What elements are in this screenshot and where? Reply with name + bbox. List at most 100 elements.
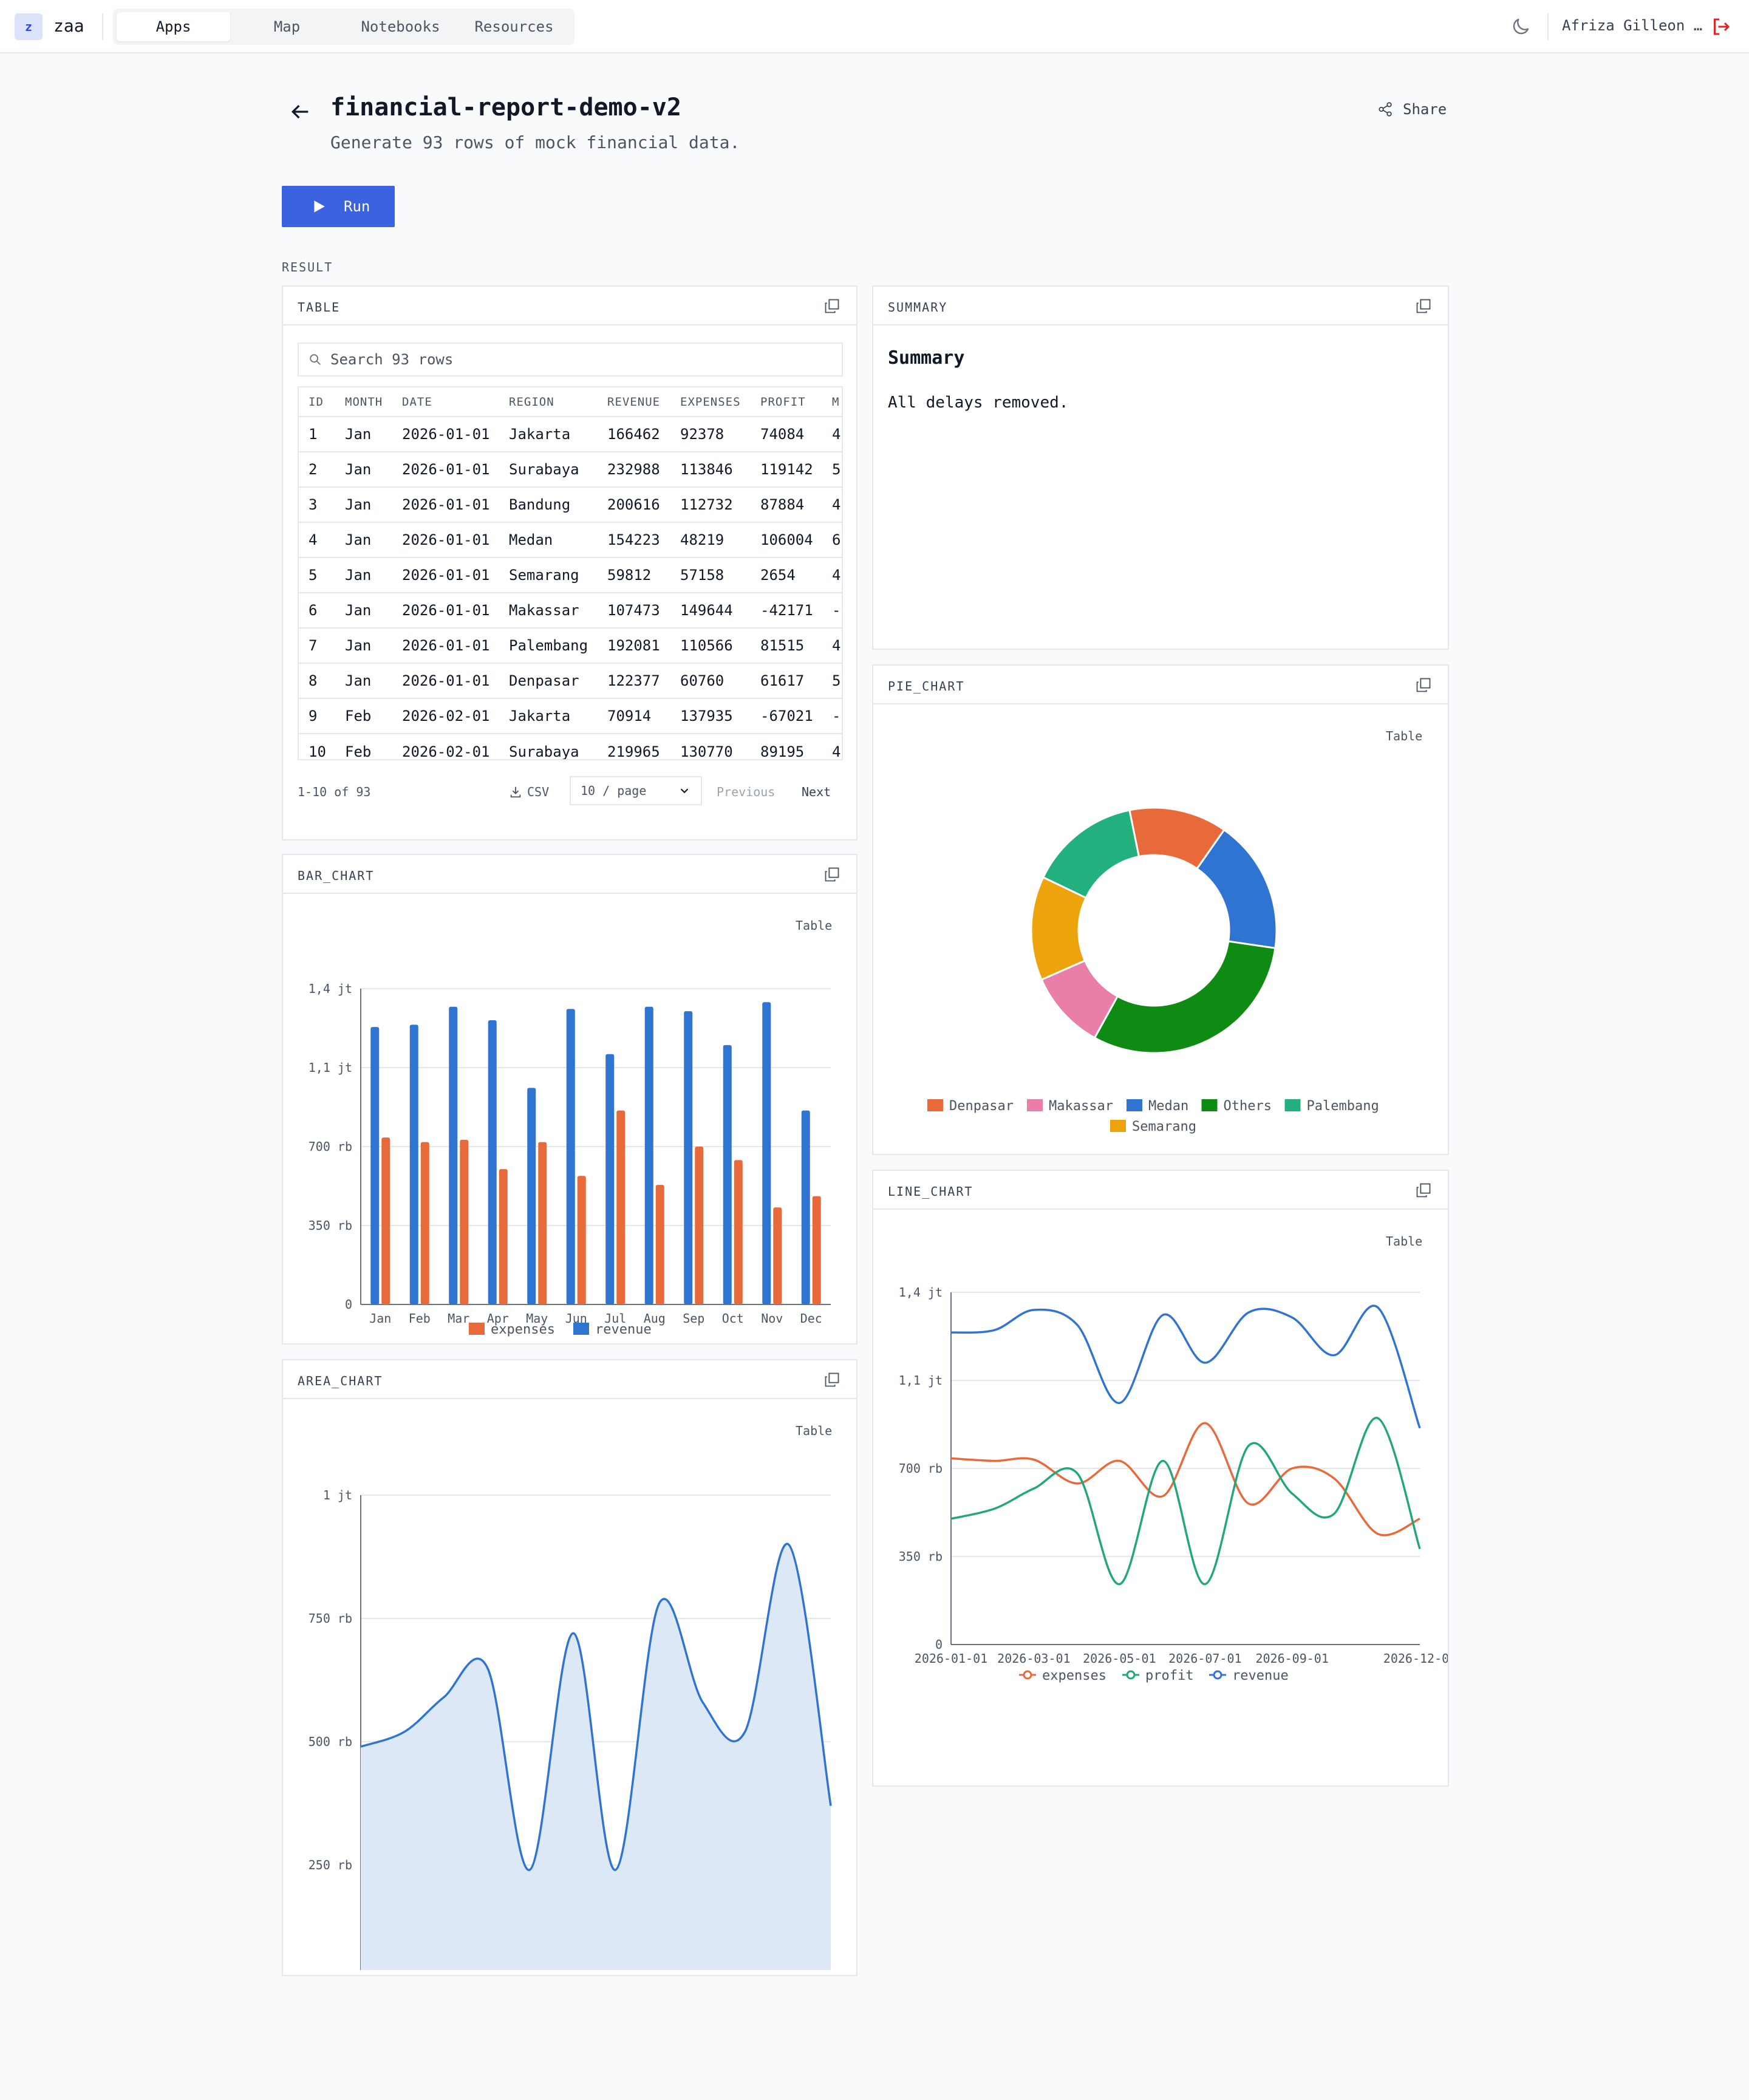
x-tick-label: 2026-01-01 bbox=[915, 1651, 987, 1666]
nav-tabs: Apps Map Notebooks Resources bbox=[113, 9, 574, 45]
legend-swatch bbox=[1201, 1099, 1218, 1111]
expand-icon[interactable] bbox=[823, 1371, 840, 1388]
legend-marker-dot bbox=[1213, 1670, 1222, 1680]
bar-chart-card: BAR_CHART Table 0 350 rb 700 rb 1,1 jt 1,4 j… bbox=[282, 854, 857, 1345]
y-tick-label: 350 rb bbox=[309, 1218, 352, 1233]
card-title: SUMMARY bbox=[888, 300, 948, 315]
table-cell: 5 bbox=[822, 451, 842, 487]
previous-page-button[interactable]: Previous bbox=[717, 785, 776, 799]
table-cell: 57158 bbox=[670, 557, 751, 593]
legend-swatch bbox=[573, 1323, 589, 1335]
table-cell: -42171 bbox=[751, 592, 822, 628]
column-header[interactable]: REVENUE bbox=[607, 395, 661, 409]
table-cell: Semarang bbox=[499, 557, 598, 593]
table-cell: Jan bbox=[335, 486, 392, 522]
table-cell: 48219 bbox=[670, 522, 751, 557]
tab-notebooks[interactable]: Notebooks bbox=[361, 18, 440, 35]
table-cell: 4 bbox=[299, 522, 335, 557]
expand-icon[interactable] bbox=[823, 298, 840, 315]
back-arrow-icon[interactable] bbox=[288, 100, 312, 124]
table-cell: Denpasar bbox=[499, 663, 598, 698]
table-cell: 60760 bbox=[670, 663, 751, 698]
legend-label: Semarang bbox=[1132, 1119, 1196, 1134]
table-row: 1 Jan 2026-01-01 Jakarta 166462 92378 74084 4 bbox=[299, 416, 842, 452]
y-tick-label: 1,4 jt bbox=[309, 981, 352, 996]
table-row: 2 Jan 2026-01-01 Surabaya 232988 113846 119142… bbox=[299, 451, 842, 487]
column-header[interactable]: MONTH bbox=[345, 395, 383, 409]
table-cell: 110566 bbox=[670, 627, 751, 663]
table-cell: 3 bbox=[299, 486, 335, 522]
legend-label: Others bbox=[1224, 1099, 1272, 1114]
expand-icon[interactable] bbox=[1415, 677, 1432, 694]
logo-text[interactable]: zaa bbox=[53, 16, 84, 36]
search-input[interactable]: Search 93 rows bbox=[298, 343, 843, 377]
table-cell: 74084 bbox=[751, 416, 822, 452]
bar-revenue bbox=[684, 1011, 693, 1304]
card-header: PIE_CHART bbox=[873, 666, 1448, 704]
x-tick-label: 2026-09-01 bbox=[1255, 1651, 1328, 1666]
table-cell: 2026-01-01 bbox=[392, 592, 499, 628]
page-size-select[interactable]: 10 / page bbox=[570, 776, 702, 805]
legend-marker-dot bbox=[1126, 1670, 1136, 1680]
search-icon bbox=[310, 354, 321, 365]
run-button[interactable]: Run bbox=[282, 186, 395, 227]
table-cell: 1 bbox=[299, 416, 335, 452]
bar-revenue bbox=[566, 1009, 575, 1304]
expand-icon[interactable] bbox=[1415, 1182, 1432, 1199]
table-cell: 6 bbox=[299, 592, 335, 628]
expand-icon[interactable] bbox=[1415, 298, 1432, 315]
pie-chart-card: PIE_CHART Table Denpasar Makassar Medan Oth… bbox=[872, 664, 1449, 1155]
table-row: 7 Jan 2026-01-01 Palembang 192081 110566 81515… bbox=[299, 627, 842, 663]
table-cell: Jan bbox=[335, 451, 392, 487]
table-cell: 130770 bbox=[670, 733, 751, 759]
nav-divider bbox=[1547, 13, 1549, 40]
result-label: RESULT bbox=[282, 260, 333, 274]
y-tick-label: 700 rb bbox=[899, 1461, 943, 1476]
table-cell: 2654 bbox=[751, 557, 822, 593]
table-cell: 2026-01-01 bbox=[392, 557, 499, 593]
table-cell: 2026-02-01 bbox=[392, 698, 499, 734]
table-cell: 2026-01-01 bbox=[392, 522, 499, 557]
bar-expenses bbox=[734, 1160, 743, 1304]
data-table: ID MONTH DATE REGION REVENUE EXPENSES PROFIT M … bbox=[298, 386, 843, 760]
column-header[interactable]: REGION bbox=[509, 395, 554, 409]
tab-resources[interactable]: Resources bbox=[474, 18, 554, 35]
table-cell: 2026-01-01 bbox=[392, 451, 499, 487]
tab-map[interactable]: Map bbox=[273, 18, 301, 35]
logo-badge[interactable]: z bbox=[15, 13, 43, 40]
column-header[interactable]: DATE bbox=[402, 395, 432, 409]
column-header[interactable]: EXPENSES bbox=[680, 395, 741, 409]
column-header[interactable]: PROFIT bbox=[760, 395, 806, 409]
share-button[interactable]: Share bbox=[1377, 101, 1447, 118]
user-name[interactable]: Afriza Gilleon … bbox=[1562, 17, 1703, 34]
table-toggle-link[interactable]: Table bbox=[1386, 729, 1423, 743]
row-range: 1-10 of 93 bbox=[298, 785, 371, 799]
share-label: Share bbox=[1403, 101, 1447, 118]
x-tick-label: Aug bbox=[644, 1311, 666, 1326]
table-cell: 149644 bbox=[670, 592, 751, 628]
column-header[interactable]: M bbox=[832, 395, 840, 409]
next-page-button[interactable]: Next bbox=[802, 785, 831, 799]
table-cell: Surabaya bbox=[499, 733, 598, 759]
tab-apps[interactable]: Apps bbox=[117, 12, 230, 41]
table-toggle-link[interactable]: Table bbox=[1386, 1234, 1423, 1249]
table-cell: Jan bbox=[335, 522, 392, 557]
run-label: Run bbox=[344, 198, 370, 215]
csv-download-button[interactable]: CSV bbox=[509, 785, 549, 799]
table-cell: Feb bbox=[335, 698, 392, 734]
column-header[interactable]: ID bbox=[309, 395, 324, 409]
x-tick-label: Sep bbox=[683, 1311, 704, 1326]
table-cell: Feb bbox=[335, 733, 392, 759]
y-tick-label: 0 bbox=[345, 1297, 352, 1312]
table-cell: 2026-01-01 bbox=[392, 663, 499, 698]
legend-swatch bbox=[1127, 1099, 1142, 1111]
bar-expenses bbox=[616, 1110, 626, 1304]
table-cell: 219965 bbox=[598, 733, 670, 759]
bar-expenses bbox=[655, 1185, 664, 1304]
logout-icon[interactable] bbox=[1710, 16, 1732, 38]
table-toggle-link[interactable]: Table bbox=[796, 918, 833, 933]
moon-icon[interactable] bbox=[1510, 16, 1532, 38]
table-toggle-link[interactable]: Table bbox=[796, 1423, 833, 1438]
table-cell: 192081 bbox=[598, 627, 670, 663]
expand-icon[interactable] bbox=[823, 866, 840, 883]
